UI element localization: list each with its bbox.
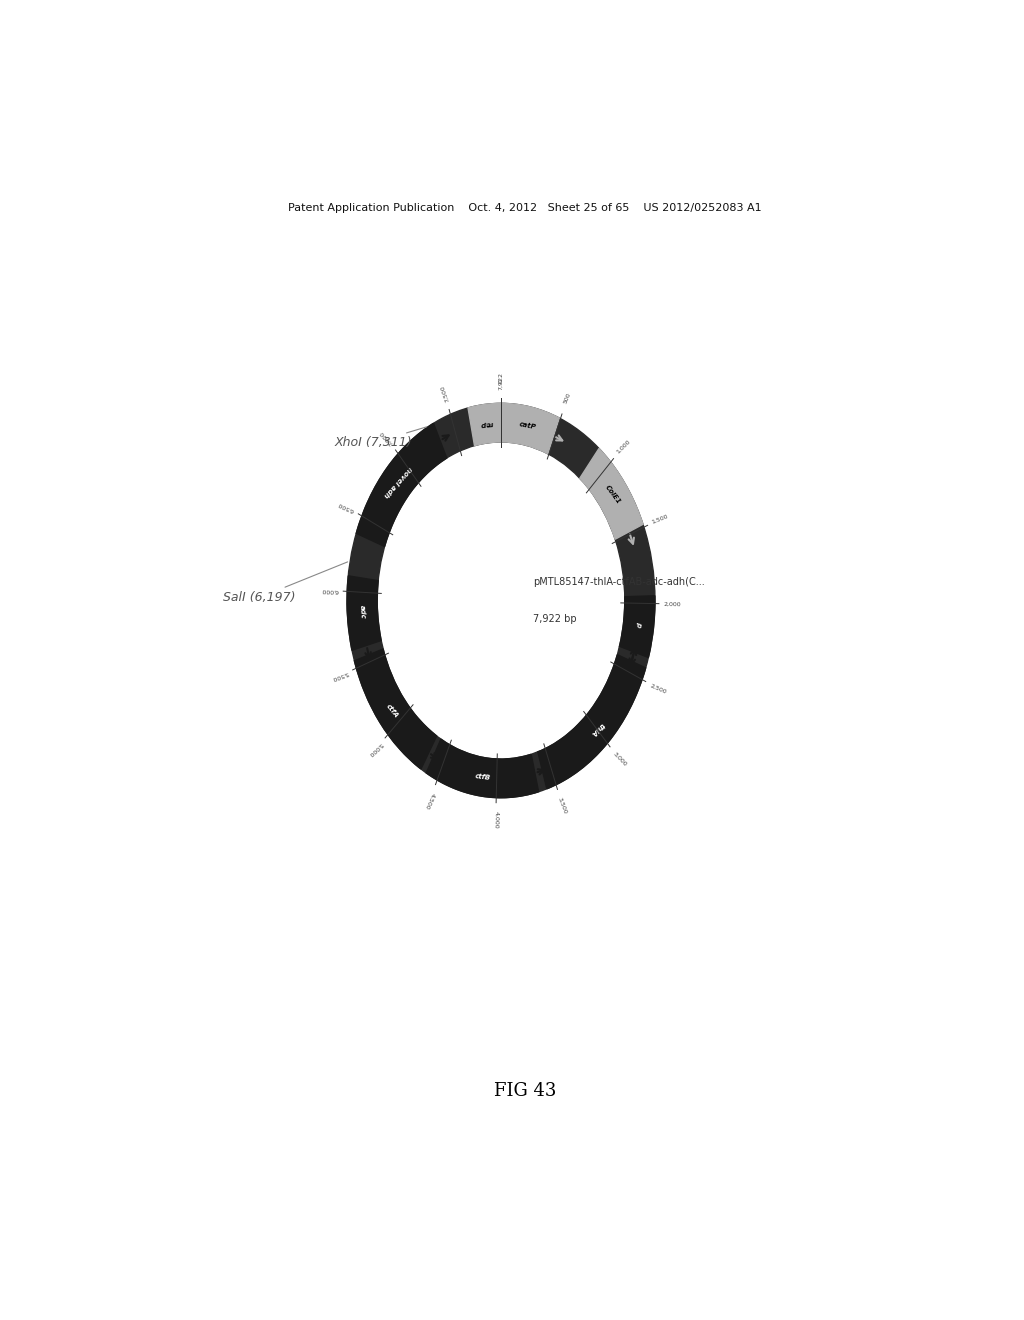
Text: novel adh: novel adh (383, 465, 413, 498)
Text: 4,500: 4,500 (424, 791, 436, 809)
Text: ctfB: ctfB (475, 774, 492, 781)
Text: 0: 0 (499, 379, 504, 383)
Wedge shape (468, 404, 501, 446)
Text: 4,000: 4,000 (493, 810, 499, 829)
Text: rep: rep (479, 420, 493, 428)
Text: thlA: thlA (589, 722, 605, 737)
Text: FIG 43: FIG 43 (494, 1082, 556, 1101)
Text: 5,000: 5,000 (367, 742, 383, 758)
Text: 6,000: 6,000 (321, 587, 339, 593)
Text: 2,000: 2,000 (664, 602, 681, 607)
Wedge shape (347, 404, 655, 797)
Wedge shape (426, 739, 539, 797)
Text: ColE1: ColE1 (603, 484, 622, 506)
Text: 7,922 bp: 7,922 bp (532, 614, 577, 624)
Wedge shape (347, 576, 381, 651)
Text: p: p (635, 622, 642, 627)
Text: 7,500: 7,500 (439, 384, 450, 403)
Text: 7,922: 7,922 (499, 372, 504, 389)
Text: 2,500: 2,500 (649, 682, 668, 694)
Text: ctfA: ctfA (385, 702, 399, 718)
Wedge shape (580, 449, 643, 540)
Wedge shape (538, 655, 646, 789)
Text: 7,000: 7,000 (379, 429, 394, 445)
Text: Patent Application Publication    Oct. 4, 2012   Sheet 25 of 65    US 2012/02520: Patent Application Publication Oct. 4, 2… (288, 203, 762, 214)
Text: catP: catP (519, 421, 537, 430)
Text: 3,500: 3,500 (557, 796, 567, 814)
Wedge shape (356, 424, 446, 546)
Text: 500: 500 (562, 392, 571, 404)
Text: 6,500: 6,500 (337, 500, 355, 512)
Text: XhoI (7,311): XhoI (7,311) (334, 426, 427, 450)
Wedge shape (354, 649, 436, 770)
Wedge shape (620, 595, 655, 657)
Wedge shape (501, 404, 559, 454)
Text: 5,500: 5,500 (331, 671, 349, 681)
Text: 3,000: 3,000 (611, 751, 628, 767)
Text: 1,500: 1,500 (651, 513, 669, 524)
Text: SalI (6,197): SalI (6,197) (223, 562, 347, 605)
Text: 1,000: 1,000 (615, 438, 631, 454)
Text: adc: adc (359, 605, 366, 619)
Text: pMTL85147-thlA-ctfAB-adc-adh(C...: pMTL85147-thlA-ctfAB-adc-adh(C... (532, 577, 705, 587)
